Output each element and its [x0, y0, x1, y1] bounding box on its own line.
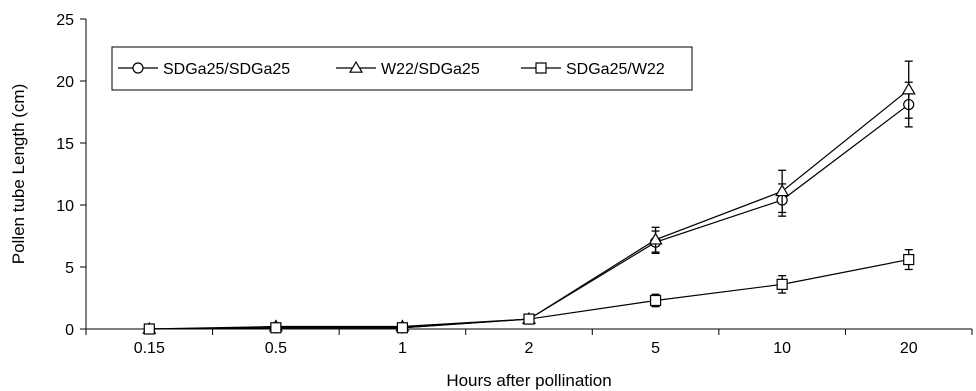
y-tick-label: 0	[65, 322, 74, 339]
series-circle	[143, 81, 915, 335]
legend-marker	[348, 60, 364, 73]
series-triangle	[142, 60, 916, 334]
data-point	[648, 232, 663, 245]
legend-marker	[132, 62, 144, 74]
x-tick-label: 0.15	[134, 340, 165, 357]
axes	[85, 19, 972, 330]
x-tick-label: 2	[525, 340, 534, 357]
x-tick-label: 20	[900, 340, 918, 357]
y-tick-label: 15	[56, 136, 74, 153]
y-axis-title: Pollen tube Length (cm)	[9, 84, 28, 265]
legend-label-sdga25-sdga25: SDGa25/SDGa25	[163, 61, 290, 78]
series-layer	[142, 60, 916, 335]
data-point	[396, 322, 409, 334]
x-tick-label: 10	[773, 340, 791, 357]
legend-box	[111, 46, 693, 91]
data-point	[775, 184, 790, 197]
x-tick-label: 0.5	[265, 340, 287, 357]
data-point	[901, 82, 916, 95]
data-point	[903, 253, 915, 266]
y-tick-label: 5	[65, 260, 74, 277]
series-line	[149, 104, 910, 330]
legend-marker	[535, 62, 547, 74]
series-line	[149, 89, 910, 330]
x-axis-ticks: 0.15 0.5 1 2 5 10 20	[85, 329, 973, 357]
x-axis-title: Hours after pollination	[446, 371, 611, 390]
x-tick-label: 1	[398, 340, 407, 357]
legend: SDGa25/SDGa25 W22/SDGa25 SDGa25/W22	[111, 46, 693, 91]
legend-label-w22-sdga25: W22/SDGa25	[381, 61, 480, 78]
y-tick-label: 10	[56, 198, 74, 215]
data-point	[649, 294, 662, 307]
legend-label-sdga25-w22: SDGa25/W22	[566, 61, 665, 78]
y-axis-ticks: 0 5 10 15 20 25	[56, 12, 86, 339]
data-point	[776, 278, 788, 290]
data-point	[270, 322, 282, 334]
series-square	[143, 248, 915, 335]
x-tick-label: 5	[651, 340, 660, 357]
data-point	[143, 323, 155, 335]
y-tick-label: 25	[56, 12, 74, 29]
y-tick-label: 20	[56, 74, 74, 91]
data-point	[523, 313, 535, 325]
